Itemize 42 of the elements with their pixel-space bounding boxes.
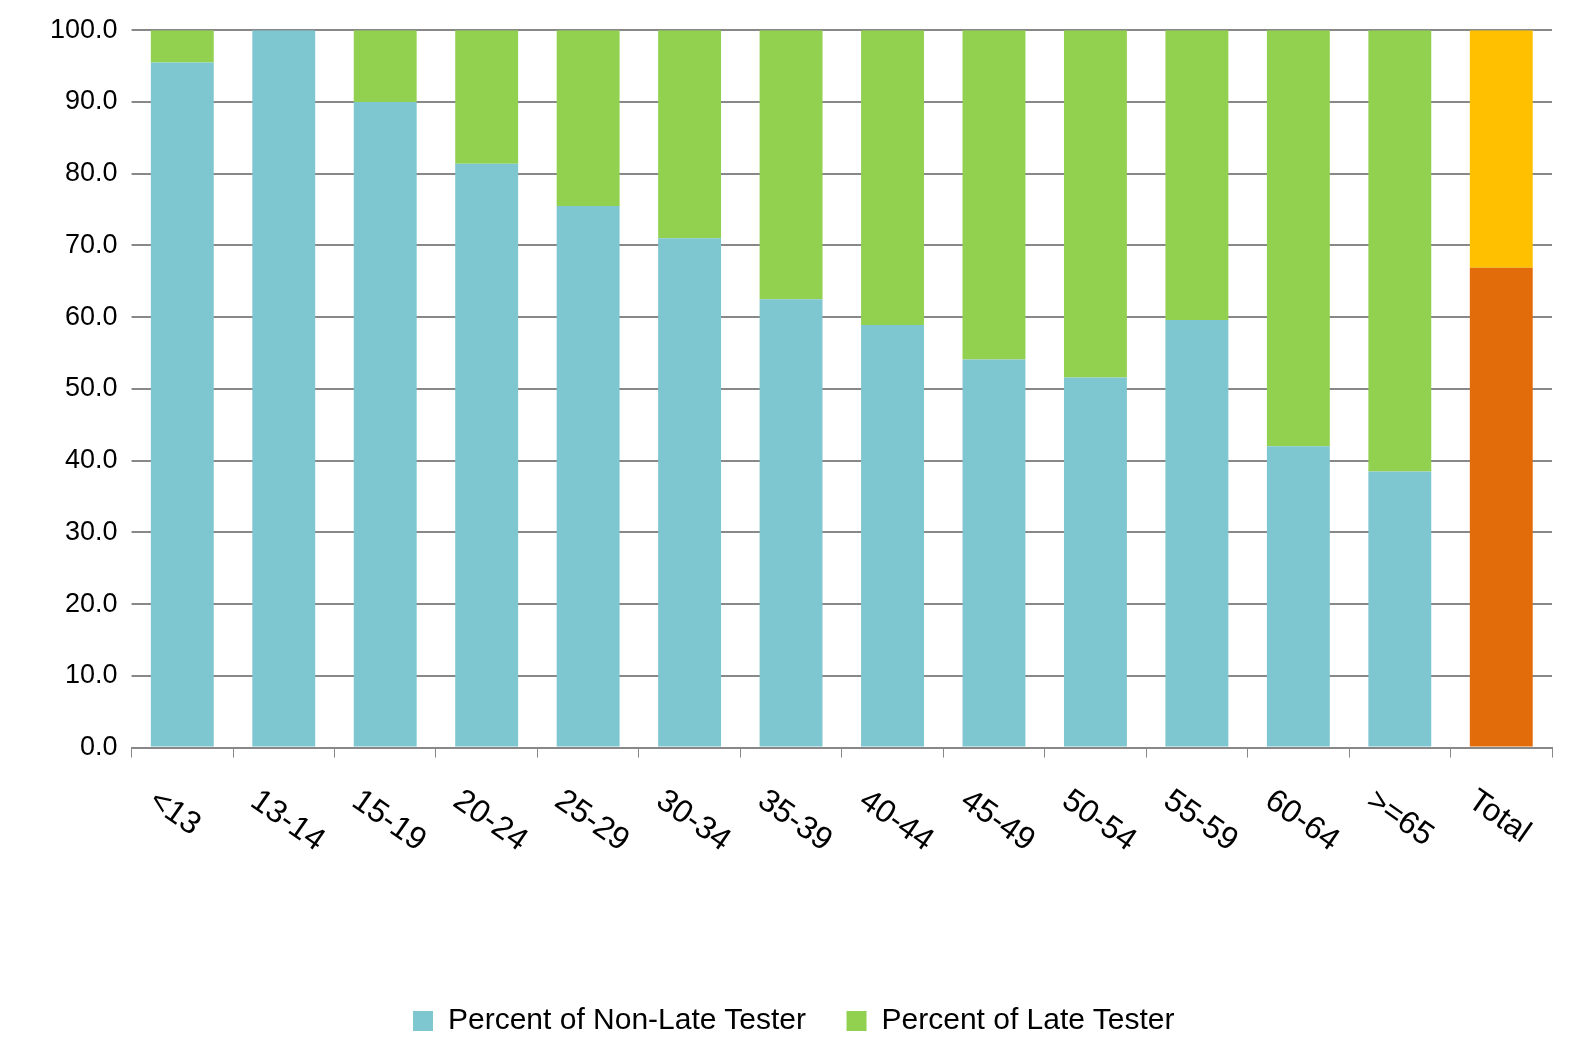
- bar: [658, 238, 722, 747]
- bar: [1266, 30, 1330, 447]
- y-tick-label: 50.0: [65, 372, 118, 403]
- y-tick-label: 40.0: [65, 444, 118, 475]
- bar: [962, 359, 1026, 747]
- bar: [962, 30, 1026, 360]
- bar: [1063, 377, 1127, 747]
- bar: [658, 30, 722, 239]
- y-tick-label: 80.0: [65, 157, 118, 188]
- bar: [150, 30, 214, 63]
- bar: [455, 163, 519, 747]
- y-tick-label: 10.0: [65, 659, 118, 690]
- bar: [353, 30, 417, 102]
- y-tick-label: 0.0: [80, 731, 118, 762]
- x-tick-label: <13: [143, 781, 209, 842]
- bar: [1165, 320, 1229, 747]
- bar: [455, 30, 519, 164]
- bar: [1063, 30, 1127, 378]
- bar: [861, 30, 924, 326]
- y-tick-label: 70.0: [65, 228, 118, 259]
- bar: [1368, 471, 1432, 747]
- bar: [759, 299, 823, 747]
- bar: [1469, 267, 1533, 747]
- y-tick-label: 60.0: [65, 300, 118, 331]
- bar: [556, 205, 620, 747]
- bar: [252, 30, 316, 747]
- bar: [556, 30, 620, 206]
- bar: [1266, 446, 1330, 747]
- legend-label: Percent of Non-Late Tester: [447, 1002, 806, 1036]
- y-tick-label: 90.0: [65, 85, 118, 116]
- bar: [1368, 30, 1432, 472]
- bar: [353, 101, 417, 747]
- bar: [1469, 30, 1533, 268]
- x-tick-label: >=65: [1360, 781, 1442, 853]
- y-tick-label: 20.0: [65, 587, 118, 618]
- y-tick-label: 30.0: [65, 515, 118, 546]
- y-tick-label: 100.0: [49, 13, 118, 44]
- bar: [759, 30, 823, 300]
- bar: [1165, 30, 1229, 321]
- bar: [150, 62, 214, 747]
- legend-label: Percent of Late Tester: [881, 1002, 1175, 1036]
- bar: [861, 325, 924, 747]
